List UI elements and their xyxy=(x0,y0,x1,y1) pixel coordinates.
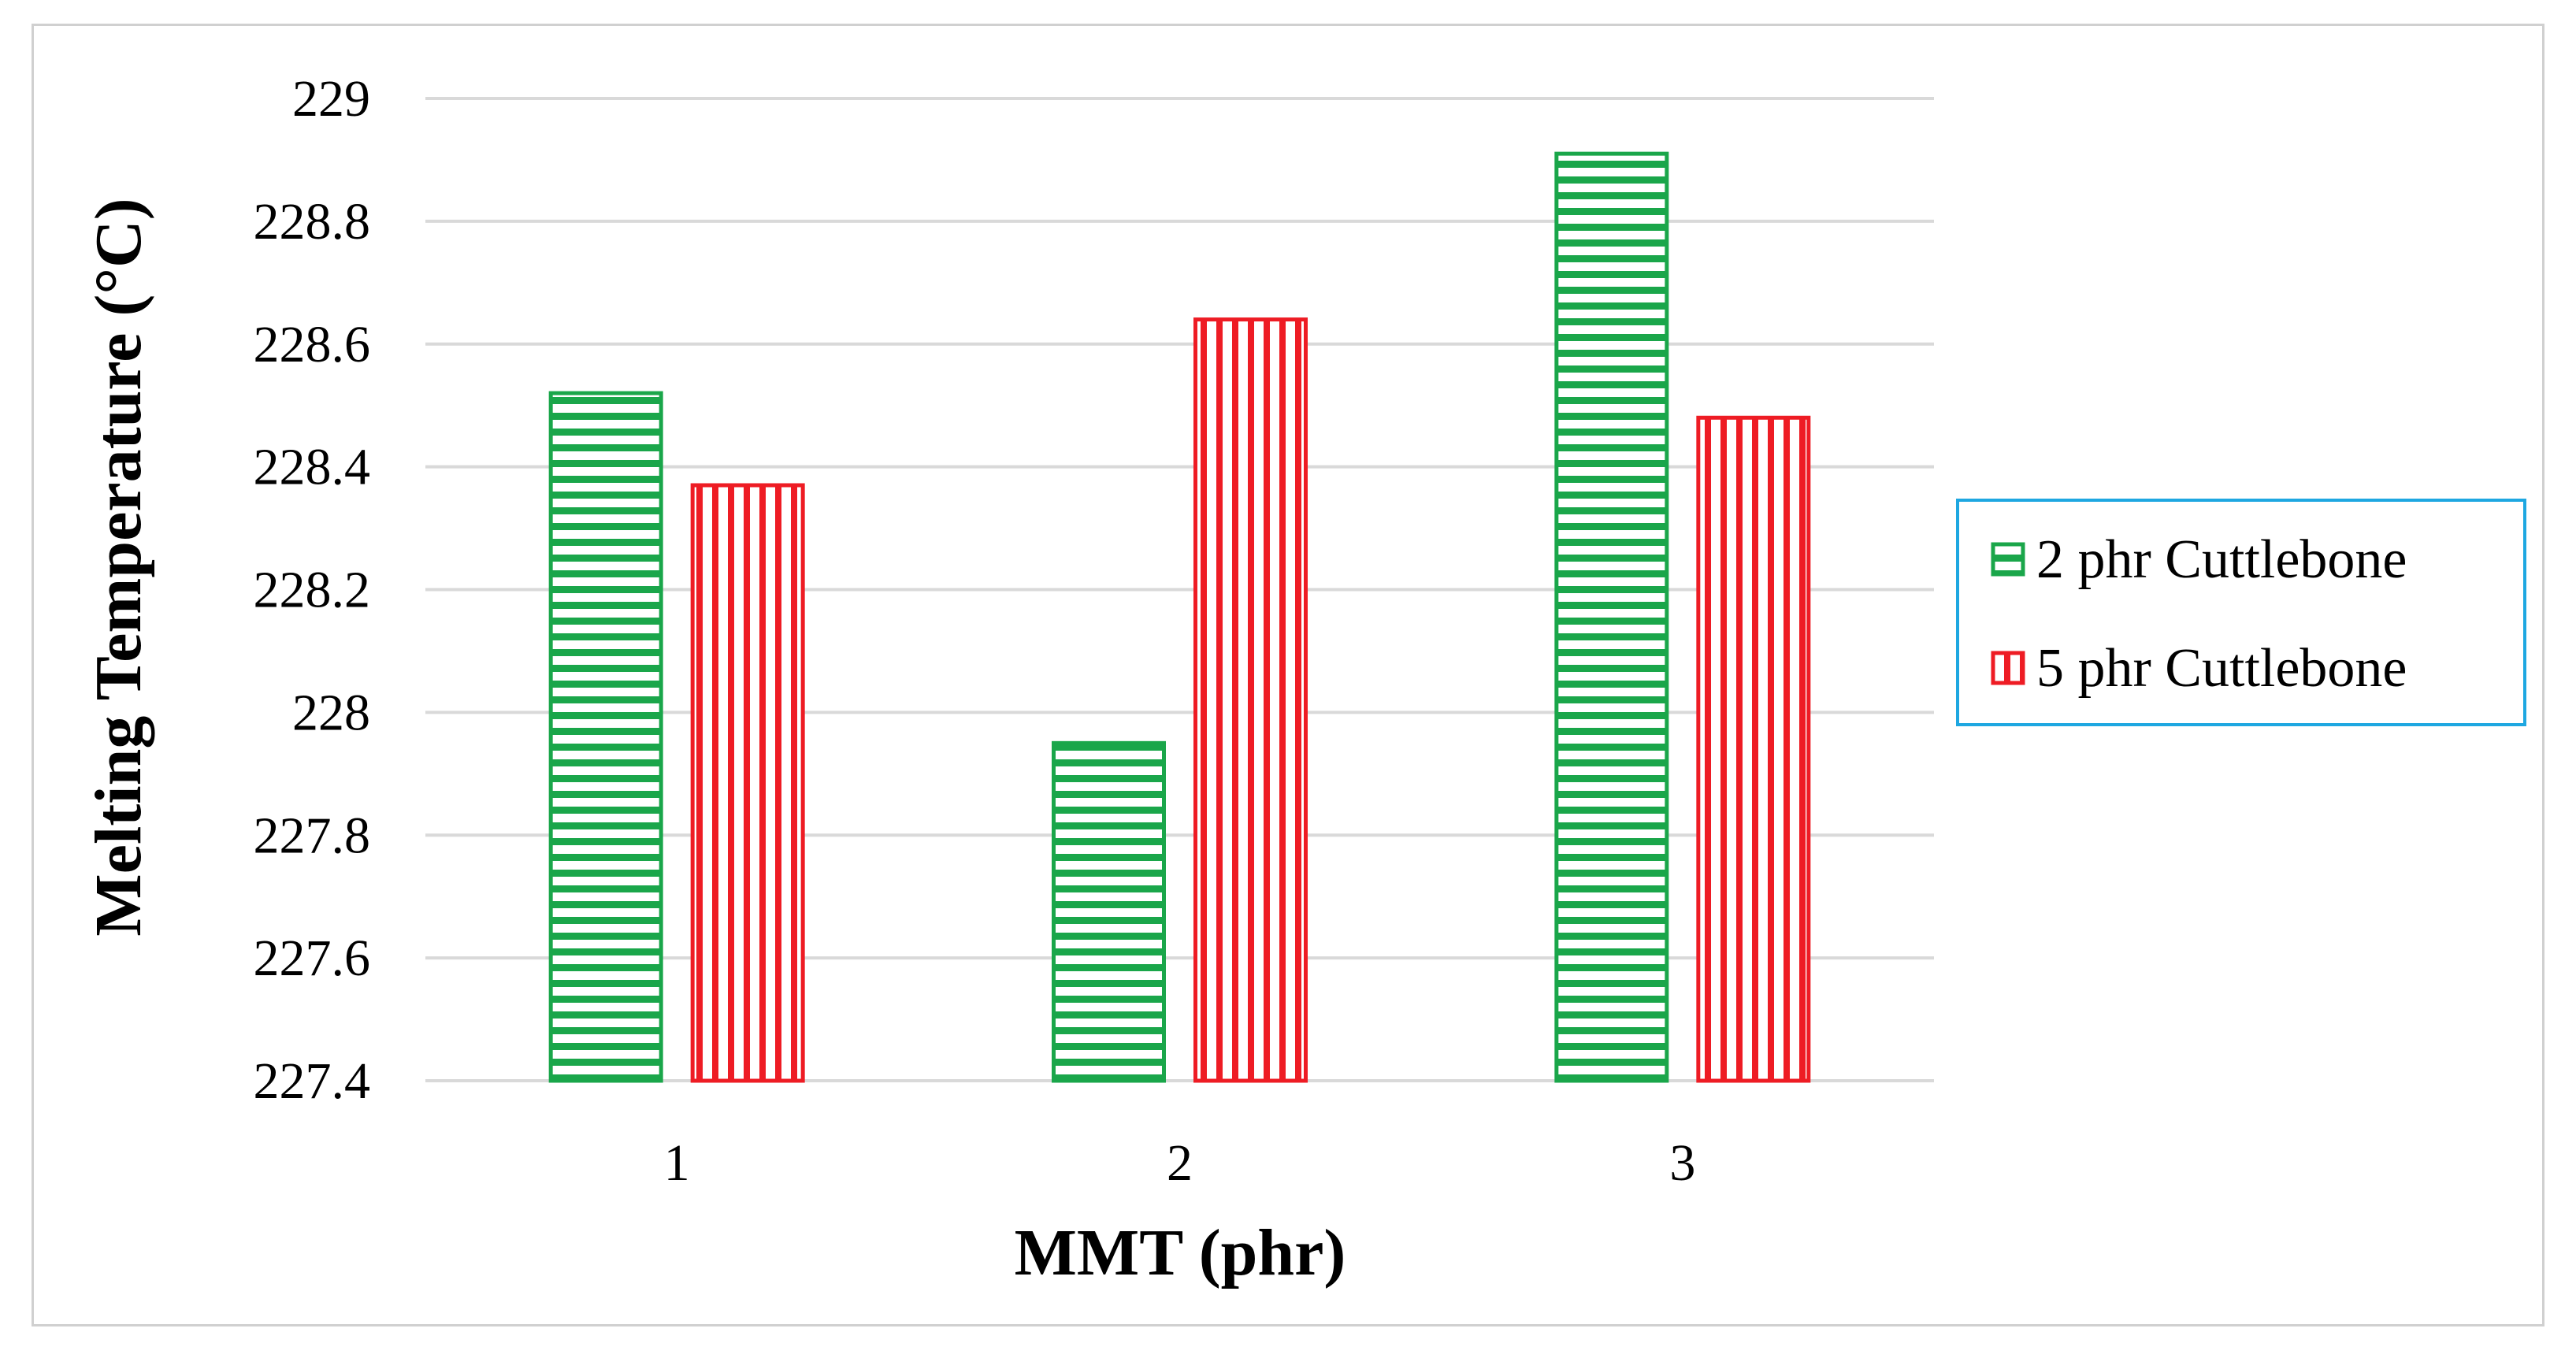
bars xyxy=(548,151,1811,1083)
y-tick-labels: 227.4 227.6 227.8 228 228.2 228.4 228.6 228.8 22… xyxy=(254,70,371,1110)
y-tick-label: 229 xyxy=(292,70,370,128)
legend-swatch-2phr xyxy=(1991,542,2025,577)
legend-swatch-5phr xyxy=(1991,651,2025,685)
legend-label-2phr: 2 phr Cuttlebone xyxy=(2036,529,2407,590)
y-tick-label: 228.6 xyxy=(254,316,371,373)
y-tick-label: 228.2 xyxy=(254,562,371,619)
x-tick-label: 1 xyxy=(664,1134,690,1192)
gridlines xyxy=(425,97,1934,1082)
x-tick-labels: 1 2 3 xyxy=(664,1134,1696,1192)
legend-box xyxy=(1956,499,2526,726)
x-tick-label: 3 xyxy=(1669,1134,1695,1192)
bar-series2-cat1 xyxy=(690,483,805,1083)
x-axis-title: MMT (phr) xyxy=(1015,1216,1346,1289)
y-tick-label: 227.6 xyxy=(254,929,371,987)
bar-series1-cat2 xyxy=(1052,740,1166,1083)
y-tick-label: 228 xyxy=(292,684,370,741)
bar-series1-cat3 xyxy=(1554,151,1669,1083)
bar-series2-cat2 xyxy=(1193,317,1308,1083)
bar-series2-cat3 xyxy=(1696,415,1811,1083)
y-tick-label: 227.4 xyxy=(254,1052,371,1110)
legend-label-5phr: 5 phr Cuttlebone xyxy=(2036,638,2407,699)
y-tick-label: 228.4 xyxy=(254,439,371,496)
y-tick-label: 227.8 xyxy=(254,807,371,864)
bar-series1-cat1 xyxy=(548,391,663,1083)
y-tick-label: 228.8 xyxy=(254,193,371,250)
y-axis-title: Melting Temperature (°C) xyxy=(82,198,155,936)
x-tick-label: 2 xyxy=(1167,1134,1193,1192)
legend: 2 phr Cuttlebone 5 phr Cuttlebone xyxy=(1956,499,2526,726)
